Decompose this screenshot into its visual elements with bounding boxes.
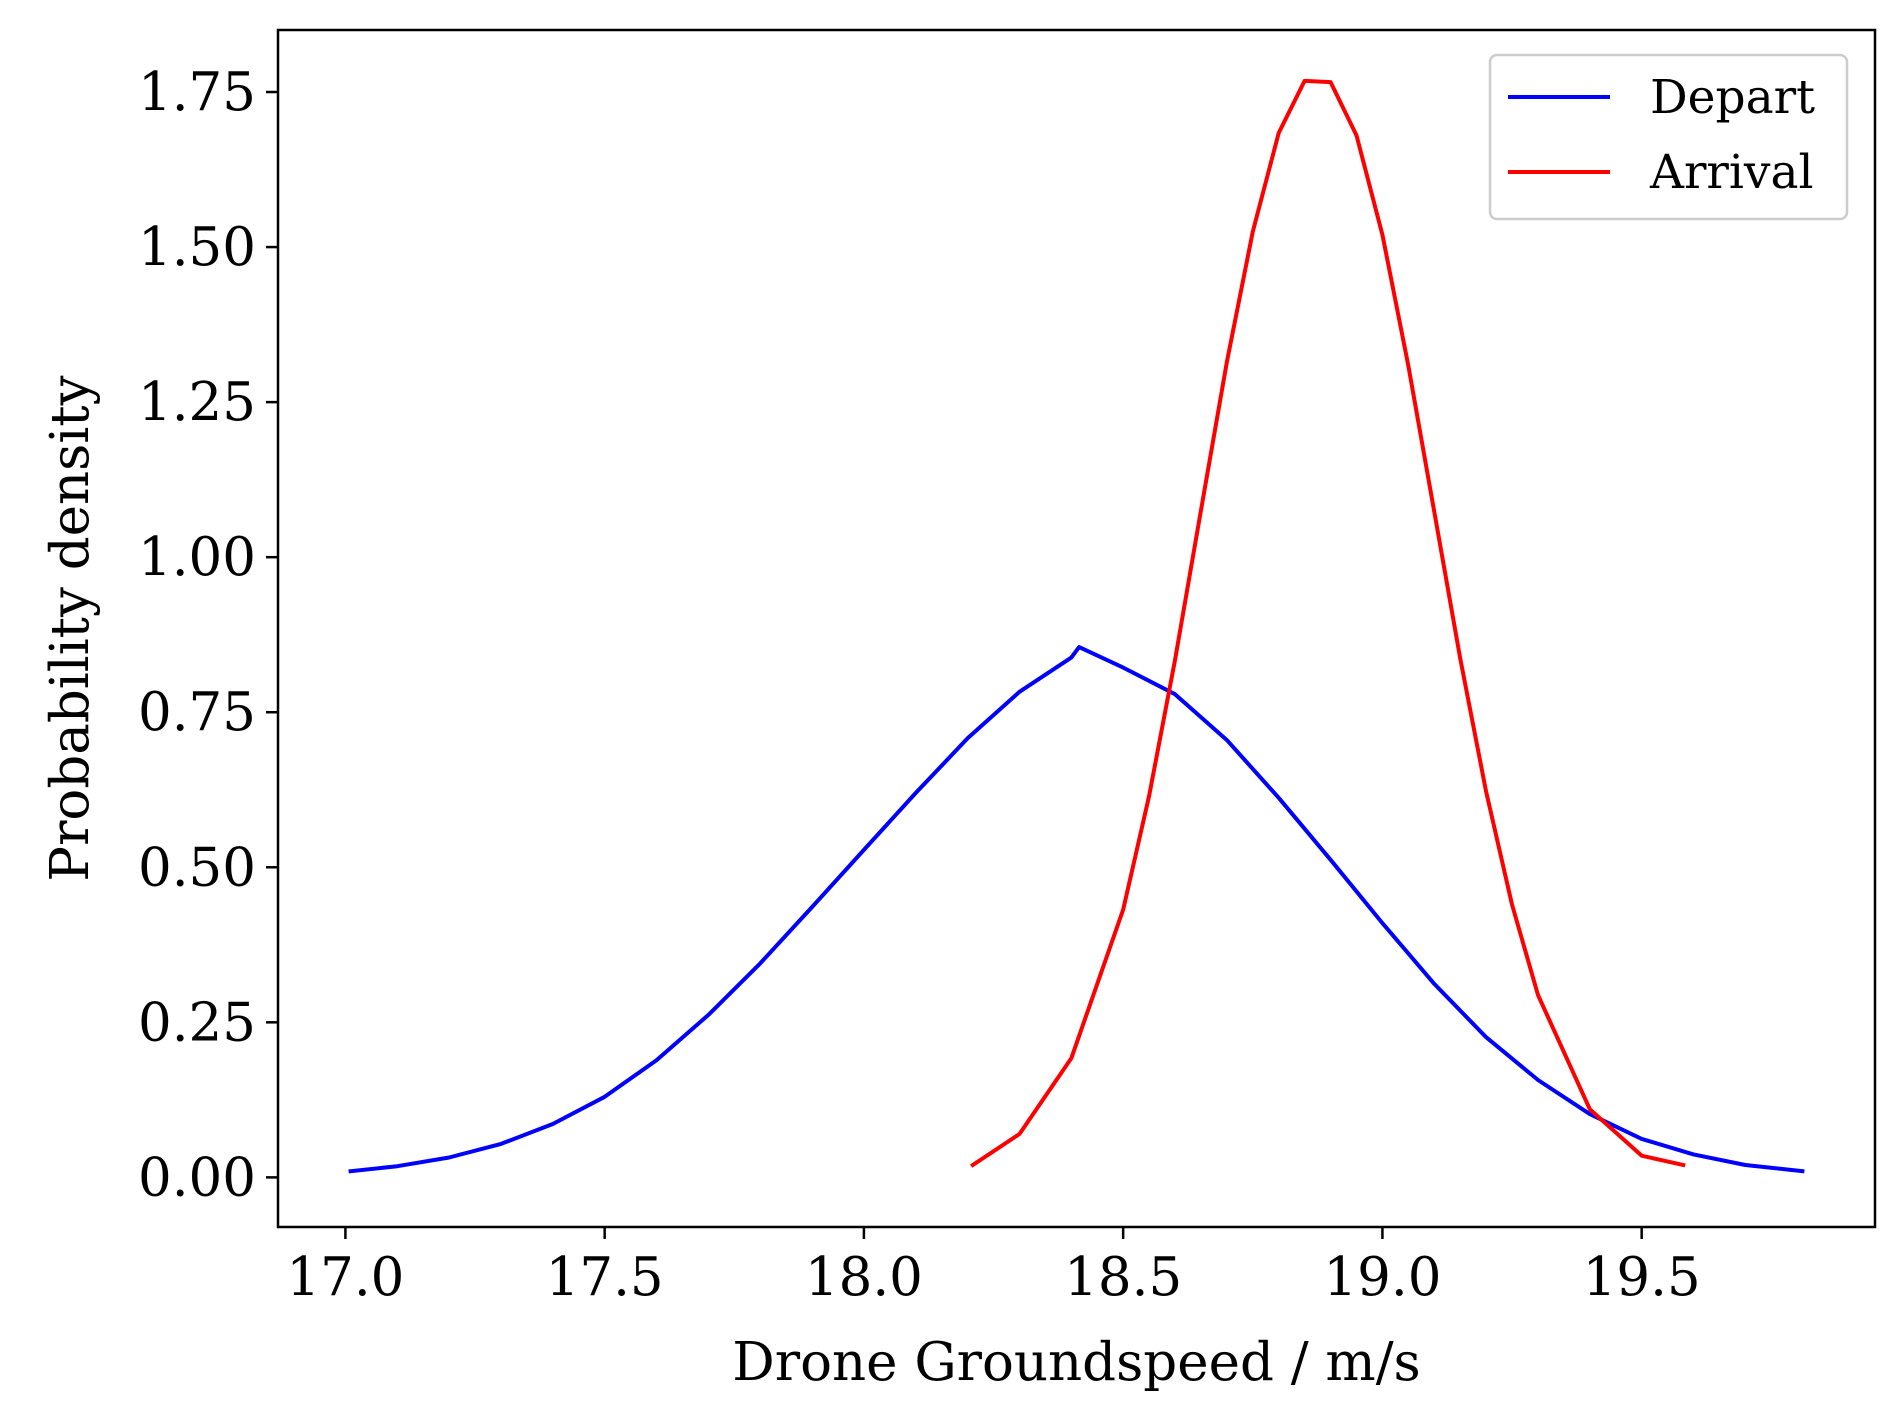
y-axis: 0.00 0.25 0.50 0.75 1.00 1.25 1.50 1.75 — [138, 62, 278, 1208]
y-tick-label: 1.50 — [138, 217, 256, 278]
x-tick-label: 17.0 — [286, 1247, 404, 1308]
x-axis: 17.0 17.5 18.0 18.5 19.0 19.5 — [286, 1227, 1701, 1308]
series-line-depart — [348, 645, 1805, 1174]
y-tick-label: 0.50 — [138, 837, 256, 898]
legend-label-depart: Depart — [1650, 70, 1815, 125]
y-tick-label: 0.00 — [138, 1147, 256, 1208]
y-tick-label: 1.25 — [138, 372, 256, 433]
x-tick-label: 19.5 — [1583, 1247, 1701, 1308]
legend-label-arrival: Arrival — [1649, 145, 1814, 200]
x-tick-label: 18.0 — [805, 1247, 923, 1308]
legend: Depart Arrival — [1488, 53, 1849, 221]
x-axis-title: Drone Groundspeed / m/s — [732, 1332, 1421, 1393]
x-tick-label: 18.5 — [1064, 1247, 1182, 1308]
y-axis-title: Probability density — [40, 375, 101, 881]
plot-frame — [276, 28, 1877, 1229]
series-layer — [348, 78, 1805, 1174]
x-tick-label: 17.5 — [546, 1247, 664, 1308]
series-line-arrival — [970, 78, 1686, 1168]
y-tick-label: 1.00 — [138, 527, 256, 588]
y-tick-label: 0.25 — [138, 992, 256, 1053]
y-tick-label: 1.75 — [138, 62, 256, 123]
x-tick-label: 19.0 — [1323, 1247, 1441, 1308]
y-tick-label: 0.75 — [138, 682, 256, 743]
